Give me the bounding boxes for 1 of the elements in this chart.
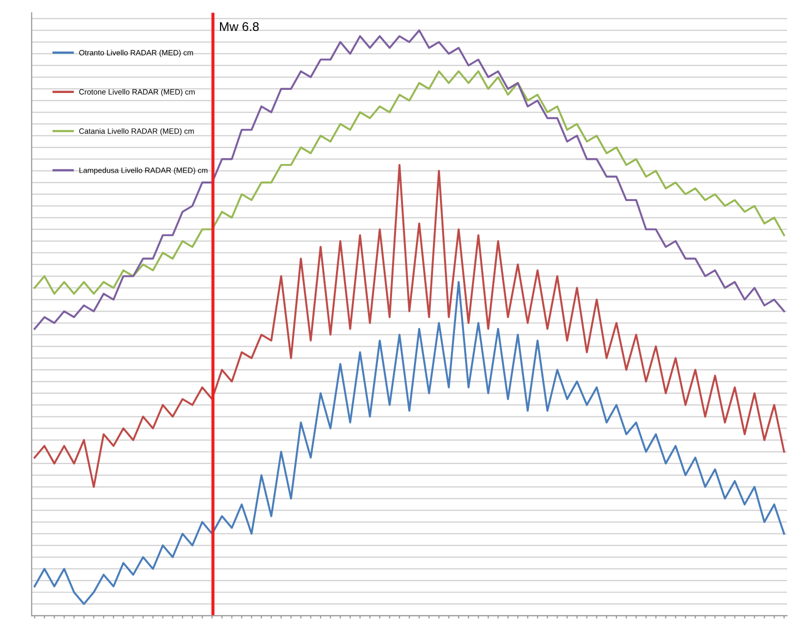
annotation: Mw 6.8 bbox=[220, 22, 259, 31]
